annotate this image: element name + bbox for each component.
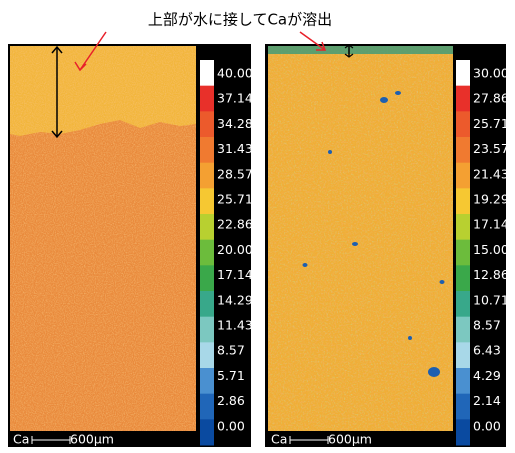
colorbar-band (456, 342, 470, 368)
colorbar-label: 6.43 (473, 343, 501, 358)
annotation: 上部が水に接してCaが溶出 (148, 11, 332, 29)
colorbar-band (200, 111, 214, 137)
colorbar-band (456, 188, 470, 214)
colorbar-label: 21.43 (473, 166, 509, 181)
scale-label: 600μm (328, 432, 372, 447)
colorbar-label: 0.00 (217, 418, 245, 433)
map-texture (268, 46, 453, 431)
colorbar-band (200, 60, 214, 86)
colorbar-label: 34.28 (217, 116, 253, 131)
colorbar-label: 4.29 (473, 368, 501, 383)
colorbar-band (456, 240, 470, 266)
map-texture (10, 46, 196, 431)
colorbar-band (456, 394, 470, 420)
colorbar-band (456, 368, 470, 394)
colorbar-label: 17.14 (217, 267, 253, 282)
colorbar-label: 28.57 (217, 166, 253, 181)
colorbar-label: 27.86 (473, 91, 509, 106)
colorbar-band (200, 368, 214, 394)
colorbar-band (456, 291, 470, 317)
colorbar-label: 25.71 (473, 116, 509, 131)
colorbar-label: 12.86 (473, 267, 509, 282)
colorbar-label: 2.86 (217, 393, 245, 408)
colorbar-label: 22.86 (217, 217, 253, 232)
colorbar-label: 19.29 (473, 192, 509, 207)
colorbar-label: 5.71 (217, 368, 245, 383)
colorbar-label: 0.00 (473, 418, 501, 433)
colorbar-label: 14.29 (217, 292, 253, 307)
colorbar-band (456, 214, 470, 240)
colorbar-band (456, 60, 470, 86)
map-surface-layer (268, 46, 453, 54)
colorbar-band (200, 137, 214, 163)
colorbar-label: 8.57 (473, 318, 501, 333)
colorbar-label: 8.57 (217, 343, 245, 358)
colorbar-band (456, 265, 470, 291)
colorbar-band (456, 111, 470, 137)
colorbar-band (200, 419, 214, 445)
colorbar-band (456, 163, 470, 189)
colorbar-label: 11.43 (217, 318, 253, 333)
colorbar-band (200, 240, 214, 266)
colorbar-label: 40.00 (217, 66, 253, 81)
colorbar-band (200, 86, 214, 112)
colorbar-band (456, 86, 470, 112)
colorbar-label: 31.43 (217, 141, 253, 156)
colorbar-band (200, 394, 214, 420)
colorbar-label: 25.71 (217, 192, 253, 207)
colorbar-band (200, 265, 214, 291)
colorbar-label: 17.14 (473, 217, 509, 232)
colorbar-label: 30.00 (473, 66, 509, 81)
colorbar-band (200, 188, 214, 214)
figure: 上部が水に接してCaが溶出 40.00 37.14 34.28 31.43 28.57 2… (0, 0, 515, 453)
colorbar-label: 2.14 (473, 393, 501, 408)
colorbar-band (200, 214, 214, 240)
scale-label: 600μm (70, 432, 114, 447)
colorbar-band (200, 317, 214, 343)
colorbar-band (200, 291, 214, 317)
element-label: Ca (271, 432, 287, 447)
colorbar-band (456, 419, 470, 445)
colorbar-label: 10.71 (473, 292, 509, 307)
colorbar-band (456, 137, 470, 163)
colorbar-label: 15.00 (473, 242, 509, 257)
colorbar-label: 23.57 (473, 141, 509, 156)
colorbar-band (200, 342, 214, 368)
colorbar-label: 37.14 (217, 91, 253, 106)
colorbar-label: 20.00 (217, 242, 253, 257)
colorbar-band (456, 317, 470, 343)
element-label: Ca (13, 432, 29, 447)
colorbar-band (200, 163, 214, 189)
